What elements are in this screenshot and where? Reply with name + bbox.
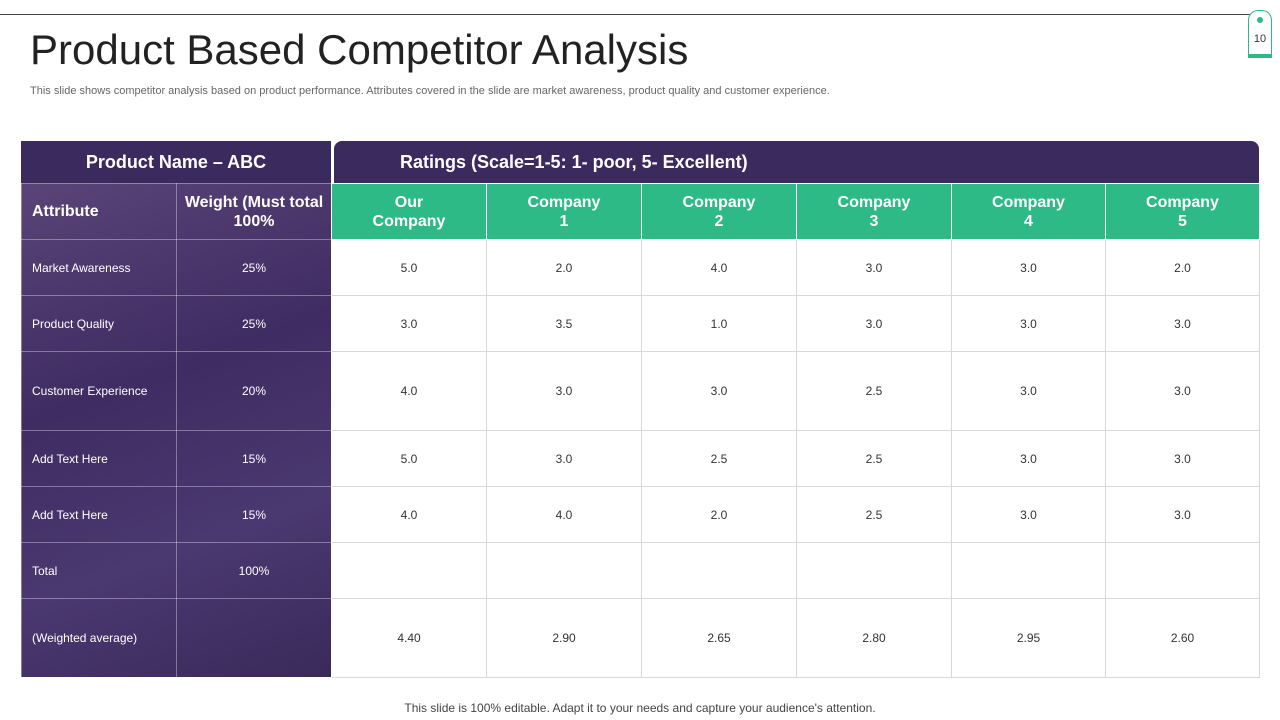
rating-cell: 3.0 bbox=[796, 239, 952, 296]
rating-cell: 4.0 bbox=[641, 239, 797, 296]
rating-cell: 4.0 bbox=[486, 486, 642, 543]
product-name-header: Product Name – ABC bbox=[21, 141, 331, 183]
weight-cell: 15% bbox=[176, 430, 332, 487]
rating-cell bbox=[796, 542, 952, 599]
rating-cell: 2.65 bbox=[641, 598, 797, 678]
rating-cell: 1.0 bbox=[641, 295, 797, 352]
company-header-line: Company bbox=[372, 212, 446, 230]
company-header-line: Our bbox=[394, 193, 424, 211]
company-header-line: 3 bbox=[869, 212, 879, 230]
rating-cell bbox=[331, 542, 487, 599]
rating-cell: 3.0 bbox=[1105, 486, 1260, 543]
rating-cell: 2.5 bbox=[796, 351, 952, 431]
table-row: Add Text Here 15% 4.0 4.0 2.0 2.5 3.0 3.0 bbox=[21, 486, 1260, 543]
weight-cell: 100% bbox=[176, 542, 332, 599]
table-row: Product Quality 25% 3.0 3.5 1.0 3.0 3.0 3.0 bbox=[21, 295, 1260, 352]
rating-cell: 2.80 bbox=[796, 598, 952, 678]
rating-cell: 3.0 bbox=[1105, 295, 1260, 352]
company-header: Company 3 bbox=[796, 183, 952, 240]
rating-cell: 3.0 bbox=[331, 295, 487, 352]
rating-cell bbox=[641, 542, 797, 599]
rating-cell: 4.40 bbox=[331, 598, 487, 678]
company-header-line: Company bbox=[682, 193, 756, 211]
attribute-cell: Add Text Here bbox=[21, 486, 177, 543]
rating-cell: 5.0 bbox=[331, 239, 487, 296]
company-header: Company 2 bbox=[641, 183, 797, 240]
attribute-cell: Customer Experience bbox=[21, 351, 177, 431]
rating-cell: 5.0 bbox=[331, 430, 487, 487]
company-header: Our Company bbox=[331, 183, 487, 240]
attribute-cell: Market Awareness bbox=[21, 239, 177, 296]
company-header-line: 1 bbox=[559, 212, 569, 230]
rating-cell: 2.5 bbox=[796, 486, 952, 543]
rating-cell: 3.0 bbox=[1105, 351, 1260, 431]
rating-cell: 2.5 bbox=[796, 430, 952, 487]
company-header-line: 2 bbox=[714, 212, 724, 230]
top-divider bbox=[0, 14, 1252, 15]
slide-number: 10 bbox=[1253, 33, 1267, 45]
company-header: Company 5 bbox=[1105, 183, 1260, 240]
rating-cell: 2.5 bbox=[641, 430, 797, 487]
rating-cell: 3.0 bbox=[951, 351, 1106, 431]
rating-cell: 3.0 bbox=[1105, 430, 1260, 487]
weight-cell: 20% bbox=[176, 351, 332, 431]
company-header-line: Company bbox=[837, 193, 911, 211]
rating-cell: 2.0 bbox=[486, 239, 642, 296]
rating-cell: 2.0 bbox=[1105, 239, 1260, 296]
table-row: Market Awareness 25% 5.0 2.0 4.0 3.0 3.0 2.0 bbox=[21, 239, 1260, 296]
rating-cell: 3.0 bbox=[951, 295, 1106, 352]
weight-cell: 25% bbox=[176, 295, 332, 352]
subtitle: This slide shows competitor analysis bas… bbox=[30, 85, 830, 97]
company-header-line: 5 bbox=[1178, 212, 1187, 230]
company-header-line: Company bbox=[992, 193, 1065, 211]
table-row: Add Text Here 15% 5.0 3.0 2.5 2.5 3.0 3.0 bbox=[21, 430, 1260, 487]
competitor-table: Attribute Weight (Must total 100% Our Compa… bbox=[21, 183, 1260, 678]
weight-cell bbox=[176, 598, 332, 678]
weight-cell: 15% bbox=[176, 486, 332, 543]
rating-cell: 3.0 bbox=[486, 430, 642, 487]
weight-cell: 25% bbox=[176, 239, 332, 296]
attribute-cell: Product Quality bbox=[21, 295, 177, 352]
slide-number-tag: 10 bbox=[1248, 10, 1272, 58]
rating-cell: 2.90 bbox=[486, 598, 642, 678]
rating-cell: 3.0 bbox=[641, 351, 797, 431]
company-header: Company 4 bbox=[951, 183, 1106, 240]
table-row: Total 100% bbox=[21, 542, 1260, 599]
weight-header: Weight (Must total 100% bbox=[176, 183, 332, 240]
rating-cell bbox=[486, 542, 642, 599]
rating-cell: 3.0 bbox=[796, 295, 952, 352]
rating-cell bbox=[1105, 542, 1260, 599]
rating-cell: 3.0 bbox=[951, 239, 1106, 296]
rating-cell: 2.0 bbox=[641, 486, 797, 543]
rating-cell: 3.5 bbox=[486, 295, 642, 352]
company-header-line: Company bbox=[527, 193, 601, 211]
company-header-line: 4 bbox=[1024, 212, 1033, 230]
rating-cell: 2.95 bbox=[951, 598, 1106, 678]
ratings-header: Ratings (Scale=1-5: 1- poor, 5- Excellen… bbox=[334, 141, 1259, 183]
attribute-cell: Total bbox=[21, 542, 177, 599]
rating-cell: 4.0 bbox=[331, 351, 487, 431]
rating-cell: 3.0 bbox=[486, 351, 642, 431]
rating-cell: 4.0 bbox=[331, 486, 487, 543]
footer-note: This slide is 100% editable. Adapt it to… bbox=[404, 701, 876, 715]
tag-hole-icon bbox=[1257, 17, 1263, 23]
attribute-header: Attribute bbox=[21, 183, 177, 240]
table-row: (Weighted average) 4.40 2.90 2.65 2.80 2.95 2.… bbox=[21, 598, 1260, 678]
company-header-line: Company bbox=[1146, 193, 1219, 211]
page-title: Product Based Competitor Analysis bbox=[30, 26, 689, 73]
attribute-cell: Add Text Here bbox=[21, 430, 177, 487]
table-row: Customer Experience 20% 4.0 3.0 3.0 2.5 3.0 3.0 bbox=[21, 351, 1260, 431]
rating-cell: 2.60 bbox=[1105, 598, 1260, 678]
rating-cell: 3.0 bbox=[951, 486, 1106, 543]
rating-cell bbox=[951, 542, 1106, 599]
company-header: Company 1 bbox=[486, 183, 642, 240]
rating-cell: 3.0 bbox=[951, 430, 1106, 487]
column-header-row: Attribute Weight (Must total 100% Our Compa… bbox=[21, 183, 1260, 240]
attribute-cell: (Weighted average) bbox=[21, 598, 177, 678]
